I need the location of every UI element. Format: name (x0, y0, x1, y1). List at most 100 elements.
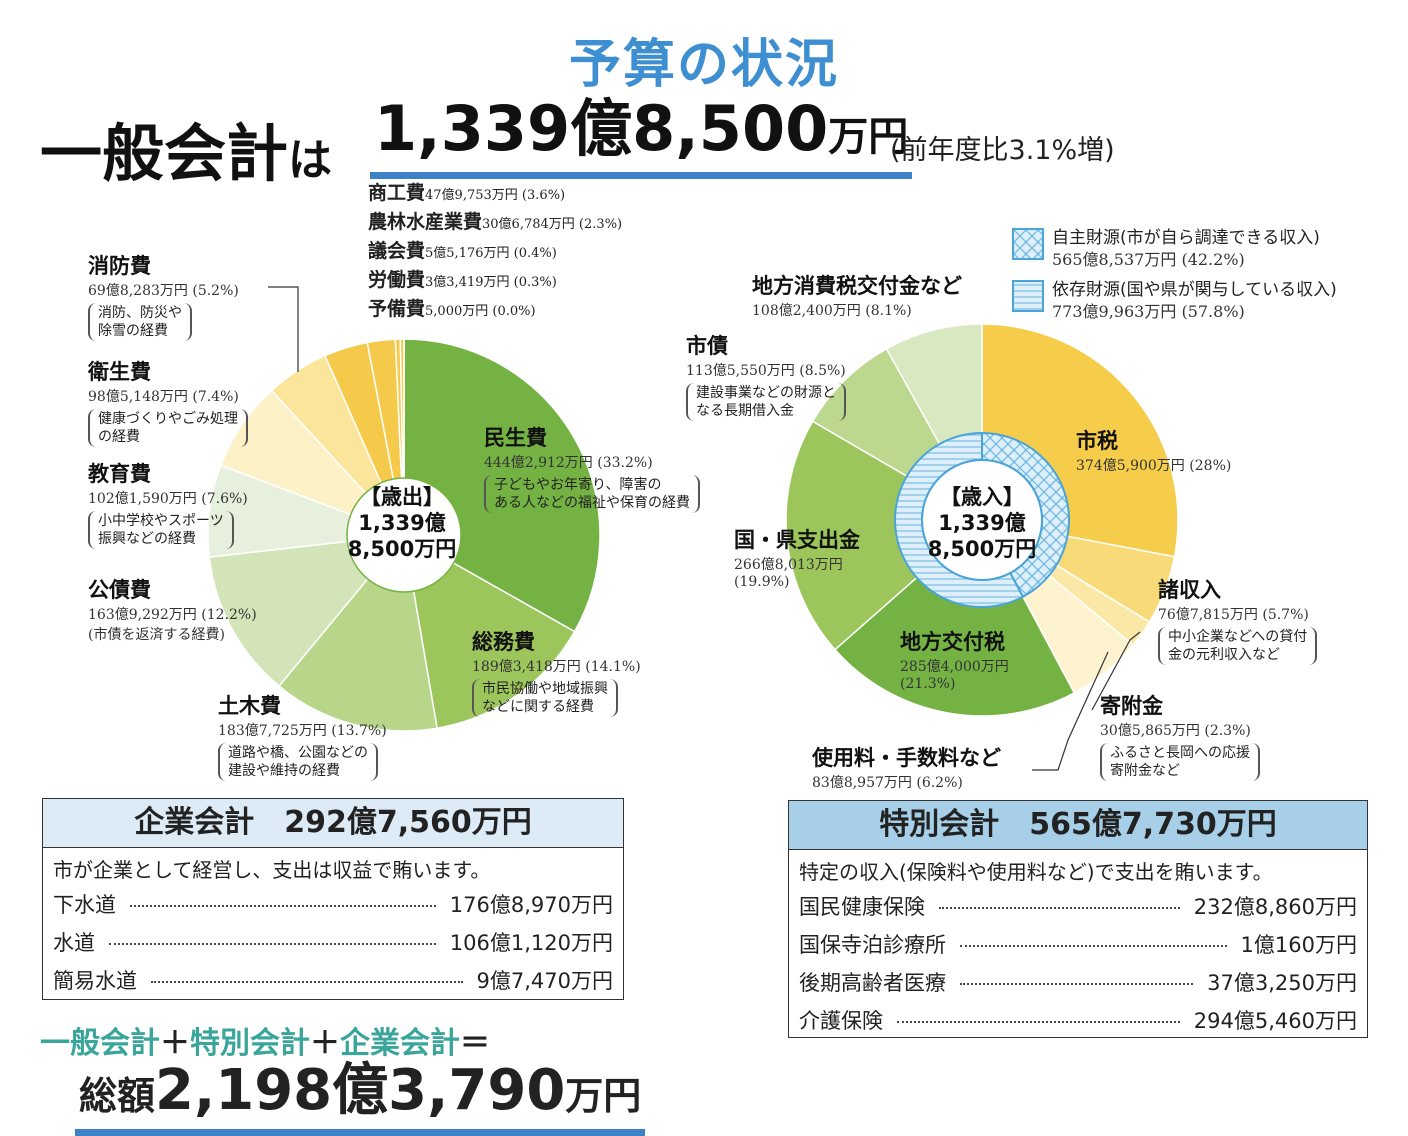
enterprise-desc: 市が企業として経営し、支出は収益で賄います。 (53, 858, 491, 882)
row-value: 232億8,860万円 (1193, 895, 1357, 919)
slice-label-amount: 5億5,176万円 (425, 246, 510, 261)
general-label-suffix: は (288, 135, 333, 186)
eq-general: 一般会計 (40, 1026, 160, 1061)
label-doboku: 土木費 183億7,725万円 (13.7%) 道路や橋、公園などの 建設や維持… (218, 690, 387, 781)
slice-label-amount: 76億7,815万円 (5.7%) (1158, 607, 1309, 623)
table-row: 国保寺泊診療所 1億160万円 (789, 925, 1367, 963)
label-kyouiku: 教育費 102億1,590万円 (7.6%) 小中学校やスポーツ 振興などの経費 (88, 458, 248, 549)
slice-label-amount: 285億4,000万円 (900, 659, 1009, 675)
pct-value: 2.3 (1209, 723, 1233, 739)
row-label: 水道 (53, 931, 95, 955)
revenue-center-circle (921, 459, 1043, 581)
slice-label-name: 教育費 (88, 462, 151, 486)
amount-value: 113億5,550万円 (686, 363, 795, 379)
row-label: 国保寺泊診療所 (799, 933, 946, 957)
slice-label-pct: 0 (497, 304, 506, 319)
general-amount-unit: 万円 (828, 114, 909, 160)
slice-label-desc: (市債を返済する経費) (88, 627, 225, 643)
slice-label-name: 使用料・手数料など (812, 746, 1001, 770)
slice-label-desc: 中小企業などへの貸付 金の元利収入など (1158, 627, 1318, 665)
slice-label-name: 議会費 (368, 240, 426, 262)
slice-label-amount: 83億8,957万円 (6.2%) (812, 775, 963, 791)
slice-label-amount: 163億9,292万円 (12.2%) (88, 607, 257, 623)
slice-label-desc: 小中学校やスポーツ 振興などの経費 (88, 511, 234, 549)
slice-label-amount: 30億6,784万円 (482, 217, 575, 232)
label-shizei: 市税 374億5,900万円 (28%) (1076, 425, 1231, 475)
label-shisai: 市債 113億5,550万円 (8.5%) 建設事業などの財源と なる長期借入金 (686, 330, 846, 421)
legend-jishu-name: 自主財源(市が自ら調達できる収入) (1052, 228, 1320, 248)
slice-label-name: 土木費 (218, 694, 281, 718)
slice-label-name: 消防費 (88, 254, 151, 278)
pct-value: 7.6 (206, 491, 229, 507)
total-amount-unit: 万円 (565, 1074, 642, 1118)
pie-slice-3 (208, 534, 406, 688)
slice-label-name: 商工費 (368, 182, 426, 204)
row-value: 37億3,250万円 (1207, 971, 1357, 995)
special-desc: 特定の収入(保険料や使用料など)で支出を賄います。 (799, 860, 1273, 884)
expenditure-small-items: 商工費47億9,753万円 (3.6%) 農林水産業費30億6,784万円 (2… (368, 182, 623, 320)
slice-label-amount: 47億9,753万円 (425, 188, 518, 203)
label-shoubou: 消防費 69億8,283万円 (5.2%) 消防、防災や 除雪の経費 (88, 250, 239, 341)
pct-value: 33.2 (602, 455, 634, 471)
slice-label-amount: 266億8,013万円 (734, 557, 843, 573)
pct-value: 21.3 (905, 676, 937, 692)
pie-slice-1 (402, 533, 576, 730)
revenue-center-label: 【歳入】 1,339億 8,500万円 (922, 484, 1042, 562)
eq-equals: ＝ (460, 1026, 490, 1061)
row-label: 後期高齢者医療 (799, 971, 946, 995)
amount-value: 69億8,283万円 (88, 283, 188, 299)
row-label: 簡易水道 (53, 969, 137, 993)
special-title: 特別会計 565億7,730万円 (789, 801, 1367, 850)
general-change-rate: (前年度比3.1%増) (890, 135, 1115, 166)
legend-izon-name: 依存財源(国や県が関与している収入) (1052, 280, 1337, 300)
legend-jishu-amount: 565億8,537万円 (1052, 250, 1177, 269)
pct-value: 5.2 (197, 283, 221, 299)
pct-value: 14.1 (590, 659, 622, 675)
slice-label-amount: 183億7,725万円 (13.7%) (218, 723, 387, 739)
row-value: 1億160万円 (1240, 933, 1357, 957)
slice-label-name: 衛生費 (88, 360, 151, 384)
general-amount-main: 1,339億8,500 (374, 92, 829, 165)
slice-label-desc: 子どもやお年寄り、障害の ある人などの福祉や保育の経費 (484, 475, 700, 513)
expenditure-center-circle (346, 477, 462, 593)
row-label: 国民健康保険 (799, 895, 925, 919)
revenue-center-title: 【歳入】 (940, 485, 1024, 509)
amount-value: 108億2,400万円 (752, 303, 861, 319)
label-minsei: 民生費 444億2,912万円 (33.2%) 子どもやお年寄り、障害の ある人… (484, 422, 700, 513)
special-account-box: 特別会計 565億7,730万円 特定の収入(保険料や使用料など)で支出を賄いま… (788, 800, 1368, 1038)
slice-label-name: 市税 (1076, 429, 1118, 453)
pct-value: 8.5 (804, 363, 827, 379)
general-label-text: 一般会計 (40, 117, 289, 190)
slice-label-name: 民生費 (484, 426, 547, 450)
slice-label-amount: 102億1,590万円 (7.6%) (88, 491, 248, 507)
label-kokuken: 国・県支出金 266億8,013万円 (19.9%) (734, 524, 860, 590)
eq-plus-1: ＋ (160, 1026, 190, 1061)
pct-value: 5.7 (1267, 607, 1291, 623)
total-amount-main: 2,198億3,790 (155, 1058, 566, 1123)
eq-plus-2: ＋ (310, 1026, 340, 1061)
pie-charts-svg (207, 286, 1179, 771)
total-equation: 一般会計＋特別会計＋企業会計＝ (40, 1018, 490, 1062)
amount-value: 163億9,292万円 (88, 607, 197, 623)
pct-value: 6.2 (921, 775, 945, 791)
slice-label-desc: 建設事業などの財源と なる長期借入金 (686, 383, 846, 421)
general-account-amount: 1,339億8,500万円 (370, 92, 913, 179)
slice-label-name: 市債 (686, 334, 728, 358)
eq-enterprise: 企業会計 (340, 1026, 460, 1061)
amount-value: 76億7,815万円 (1158, 607, 1258, 623)
table-row: 簡易水道 9億7,470万円 (43, 961, 623, 999)
table-row: 水道 106億1,120万円 (43, 923, 623, 961)
row-value: 9億7,470万円 (476, 969, 613, 993)
slice-label-name: 公債費 (88, 578, 151, 602)
slice-label-amount: 69億8,283万円 (5.2%) (88, 283, 239, 299)
slice-label-name: 寄附金 (1100, 694, 1163, 718)
amount-value: 444億2,912万円 (484, 455, 593, 471)
slice-label-pct: 0.4 (518, 246, 540, 261)
slice-label-pct: 0.3 (518, 275, 540, 290)
pct-value: 13.7 (336, 723, 368, 739)
label-eisei: 衛生費 98億5,148万円 (7.4%) 健康づくりやごみ処理 の経費 (88, 356, 248, 447)
slice-label-name: 諸収入 (1158, 578, 1221, 602)
expenditure-pie (207, 338, 601, 732)
slice-label-amount: 98億5,148万円 (7.4%) (88, 389, 239, 405)
slice-label-desc: 市民協働や地域振興 などに関する経費 (472, 679, 618, 717)
